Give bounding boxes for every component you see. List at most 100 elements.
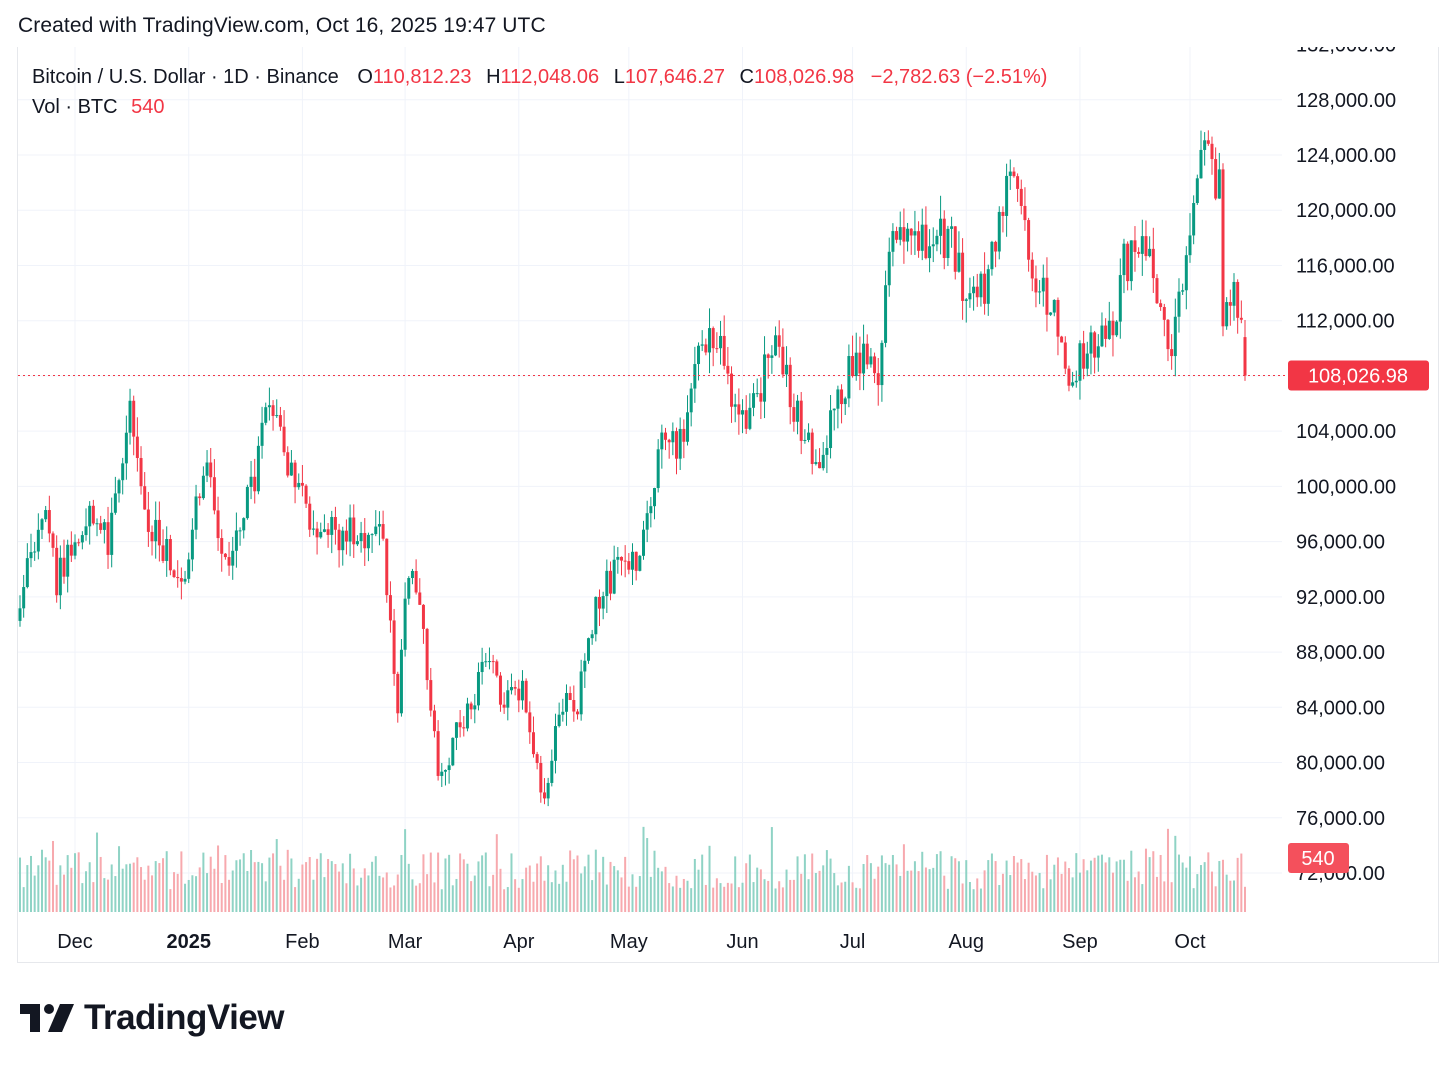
- volume-bar: [466, 863, 469, 912]
- volume-bar: [217, 845, 220, 912]
- volume-bar: [921, 851, 924, 912]
- candle-body: [80, 535, 84, 543]
- candle-body: [634, 551, 638, 571]
- candle-body: [249, 476, 253, 487]
- candle-body: [1008, 171, 1012, 176]
- candle-body: [1118, 275, 1122, 322]
- volume-bar: [1141, 884, 1144, 912]
- candle-body: [1104, 325, 1108, 339]
- candle-body: [267, 405, 271, 408]
- candle-body: [741, 410, 745, 415]
- volume-label[interactable]: Vol · BTC: [32, 96, 118, 118]
- candle-body: [1133, 240, 1137, 252]
- candle-body: [69, 544, 73, 556]
- volume-bar: [957, 861, 960, 912]
- candle-body: [660, 432, 664, 450]
- brand-name: TradingView: [84, 998, 285, 1037]
- candle-body: [436, 731, 440, 776]
- volume-bar: [429, 852, 432, 912]
- volume-bar: [235, 860, 238, 912]
- candle-body: [579, 671, 583, 715]
- volume-bar: [228, 879, 231, 912]
- time-tick-label: Jul: [840, 931, 866, 953]
- candle-body: [733, 404, 737, 407]
- volume-bar: [473, 875, 476, 912]
- candle-body: [99, 523, 103, 530]
- candle-body: [601, 596, 605, 609]
- candle-body: [1137, 251, 1141, 254]
- volume-bar: [785, 869, 788, 912]
- symbol-title[interactable]: Bitcoin / U.S. Dollar · 1D · Binance: [32, 66, 339, 88]
- candle-body: [297, 482, 301, 488]
- volume-bar: [602, 856, 605, 912]
- chart-frame: [17, 47, 1439, 963]
- candle-body: [653, 488, 657, 507]
- candle-body: [1184, 255, 1188, 291]
- volume-bar: [129, 863, 132, 912]
- volume-bar: [440, 889, 443, 912]
- candle-body: [216, 510, 220, 539]
- volume-bar: [708, 845, 711, 912]
- volume-bar: [103, 878, 106, 912]
- volume-bar: [891, 854, 894, 912]
- candle-body: [1225, 302, 1229, 327]
- candle-body: [293, 462, 297, 488]
- candle-body: [542, 792, 546, 799]
- volume-bar: [873, 878, 876, 912]
- candle-body: [1203, 140, 1207, 150]
- candlestick-chart[interactable]: 132,000.00128,000.00124,000.00120,000.00…: [0, 0, 1456, 970]
- volume-bar: [682, 878, 685, 912]
- volume-bar: [792, 879, 795, 912]
- volume-bar: [41, 849, 44, 912]
- candle-body: [920, 224, 924, 251]
- volume-bar: [880, 855, 883, 912]
- volume-bar: [426, 874, 429, 912]
- volume-bar: [631, 874, 634, 912]
- candle-body: [792, 407, 796, 422]
- volume-bar: [411, 879, 414, 912]
- candle-body: [487, 661, 491, 663]
- volume-bar: [1152, 851, 1155, 912]
- candle-body: [575, 711, 579, 715]
- candle-body: [491, 661, 495, 663]
- candle-body: [777, 335, 781, 347]
- volume-bar: [657, 867, 660, 912]
- volume-bar: [1009, 875, 1012, 912]
- candle-body: [300, 482, 304, 486]
- volume-value: 540: [131, 96, 165, 118]
- volume-bar: [778, 881, 781, 912]
- candle-body: [678, 428, 682, 459]
- volume-bar: [1005, 860, 1008, 912]
- brand-logo[interactable]: TradingView: [20, 996, 285, 1040]
- volume-bar: [539, 856, 542, 912]
- volume-bar: [250, 850, 253, 912]
- candle-body: [201, 475, 205, 499]
- volume-bar: [242, 853, 245, 912]
- volume-bar: [110, 864, 113, 912]
- candle-body: [744, 410, 748, 429]
- candle-body: [121, 463, 125, 481]
- candle-body: [531, 732, 535, 755]
- candle-body: [616, 556, 620, 560]
- volume-bar: [81, 883, 84, 912]
- volume-bars: [19, 826, 1246, 912]
- volume-bar: [334, 864, 337, 912]
- volume-bar: [268, 857, 271, 912]
- candles: [18, 130, 1247, 807]
- candle-body: [1173, 316, 1177, 357]
- candle-body: [1243, 337, 1247, 376]
- volume-bar: [1188, 856, 1191, 912]
- volume-bar: [1207, 852, 1210, 912]
- volume-bar: [715, 878, 718, 912]
- volume-bar: [576, 855, 579, 912]
- volume-bar: [649, 876, 652, 912]
- volume-bar: [224, 855, 227, 912]
- chart-credit-header: Created with TradingView.com, Oct 16, 20…: [18, 14, 546, 37]
- candle-body: [1126, 243, 1130, 282]
- candle-body: [862, 343, 866, 374]
- volume-bar: [1174, 835, 1177, 912]
- volume-bar: [55, 884, 58, 912]
- volume-bar: [1053, 864, 1056, 912]
- volume-bar: [807, 879, 810, 912]
- volume-bar: [781, 887, 784, 912]
